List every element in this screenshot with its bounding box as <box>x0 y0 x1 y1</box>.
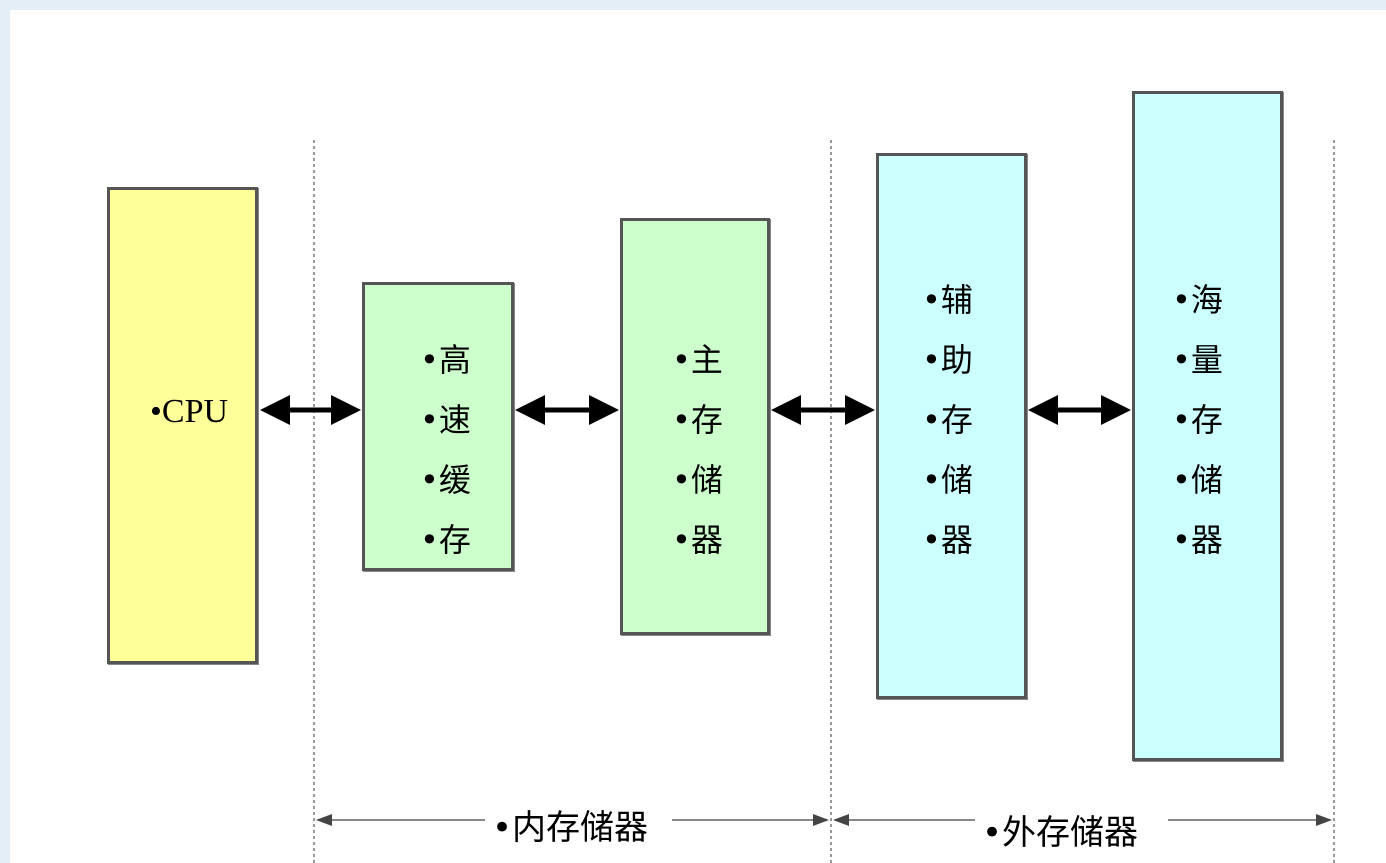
main-memory-label-line: •器 <box>672 521 723 559</box>
mass-storage-label-line: •量 <box>1172 341 1223 379</box>
main-memory-label-line: •存 <box>672 401 723 439</box>
mass-storage-label-line: •存 <box>1172 401 1223 439</box>
mass-storage-label-line: •储 <box>1172 461 1223 499</box>
mass-storage-label-line: •海 <box>1172 281 1223 319</box>
internal-memory-label: •内存储器 <box>486 800 655 849</box>
aux-storage-box <box>876 153 1027 699</box>
cache-label: •高 •速 •缓 •存 <box>420 330 471 570</box>
cache-label-line: •存 <box>420 521 471 559</box>
cache-label-line: •缓 <box>420 461 471 499</box>
main-memory-label-line: •储 <box>672 461 723 499</box>
main-memory-label-line: •主 <box>672 341 723 379</box>
aux-storage-label-line: •储 <box>922 461 973 499</box>
mass-storage-label-line: •器 <box>1172 521 1223 559</box>
cache-label-line: •速 <box>420 401 471 439</box>
cache-label-line: •高 <box>420 341 471 379</box>
cpu-box <box>107 187 258 664</box>
main-memory-box <box>620 218 770 635</box>
aux-storage-label-line: •存 <box>922 401 973 439</box>
cache-box <box>362 282 514 571</box>
cpu-label: •CPU <box>150 393 229 430</box>
mass-storage-label: •海 •量 •存 •储 •器 <box>1172 270 1223 570</box>
main-memory-label: •主 •存 •储 •器 <box>672 330 723 570</box>
aux-storage-label: •辅 •助 •存 •储 •器 <box>922 270 973 570</box>
aux-storage-label-line: •助 <box>922 341 973 379</box>
external-memory-label: •外存储器 <box>976 805 1145 854</box>
aux-storage-label-line: •器 <box>922 521 973 559</box>
aux-storage-label-line: •辅 <box>922 281 973 319</box>
mass-storage-box <box>1132 91 1283 761</box>
